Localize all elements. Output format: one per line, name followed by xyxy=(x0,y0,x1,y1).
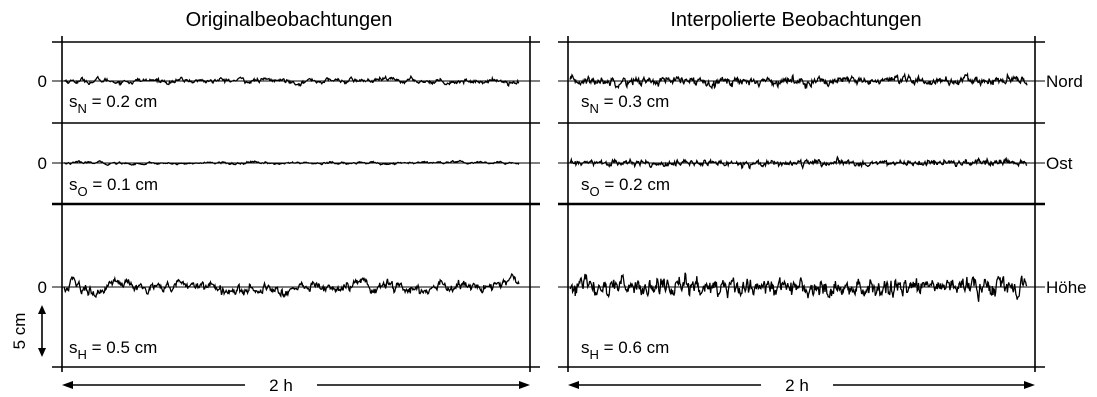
component-label-nord: Nord xyxy=(1046,72,1083,91)
time-span-right: 2 h xyxy=(568,376,1035,395)
time-span-right-arrow-start xyxy=(568,381,579,389)
left-panel-title: Originalbeobachtungen xyxy=(186,9,393,31)
series-layer xyxy=(63,72,1028,302)
scale-bar-arrow-up xyxy=(38,305,46,314)
time-span-left: 2 h xyxy=(62,376,530,395)
component-label-hoehe: Höhe xyxy=(1046,278,1087,297)
component-label-ost: Ost xyxy=(1046,154,1073,173)
sd-label-left-hoehe: sH = 0.5 cm xyxy=(69,338,157,362)
sd-label-left-ost: sO = 0.1 cm xyxy=(69,175,158,199)
series-line-interpolated-hoehe xyxy=(569,272,1028,302)
scale-bar-label: 5 cm xyxy=(10,313,29,350)
zero-label-ost: 0 xyxy=(38,154,47,173)
scale-bar: 5 cm xyxy=(10,305,46,357)
sd-label-right-hoehe: sH = 0.6 cm xyxy=(581,338,669,362)
zero-label-hoehe: 0 xyxy=(38,278,47,297)
panel-frames xyxy=(52,36,1045,372)
time-span-left-arrow-end xyxy=(519,381,530,389)
series-line-original-hoehe xyxy=(63,272,520,299)
zero-label-nord: 0 xyxy=(38,72,47,91)
sd-label-right-nord: sN = 0.3 cm xyxy=(581,92,669,116)
series-line-interpolated-ost xyxy=(569,155,1028,171)
time-span-right-arrow-end xyxy=(1024,381,1035,389)
sd-label-right-ost: sO = 0.2 cm xyxy=(581,175,670,199)
time-span-left-label: 2 h xyxy=(269,376,293,395)
sd-label-left-nord: sN = 0.2 cm xyxy=(69,92,157,116)
right-panel-title: Interpolierte Beobachtungen xyxy=(670,9,921,31)
series-line-original-nord xyxy=(63,74,520,88)
time-span-left-arrow-start xyxy=(62,381,73,389)
series-line-original-ost xyxy=(63,159,520,167)
time-span-right-label: 2 h xyxy=(785,376,809,395)
scale-bar-arrow-down xyxy=(38,348,46,357)
series-line-interpolated-nord xyxy=(569,72,1028,90)
